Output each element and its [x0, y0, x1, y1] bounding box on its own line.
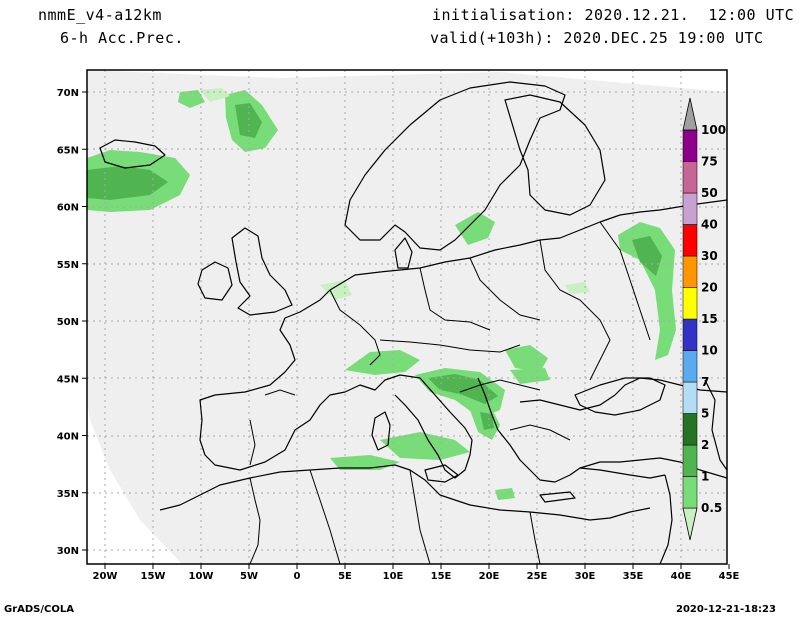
- latitude-axis: 70N 65N 60N 55N 50N 45N 40N 35N 30N: [57, 88, 87, 557]
- colorbar-segment: [682, 350, 698, 383]
- colorbar-label: 75: [701, 155, 718, 169]
- init-time: initialisation: 2020.12.21. 12:00 UTC: [432, 6, 795, 24]
- lat-tick-label: 50N: [57, 317, 79, 328]
- lon-tick-label: 0: [294, 571, 301, 582]
- colorbar-label: 40: [701, 218, 718, 232]
- lon-tick-label: 10E: [383, 571, 404, 582]
- colorbar-segment: [682, 192, 698, 225]
- lon-tick-label: 45E: [719, 571, 740, 582]
- colorbar-label: 2: [701, 438, 709, 452]
- lat-tick-label: 45N: [57, 374, 79, 385]
- lat-tick-label: 55N: [57, 260, 79, 271]
- lat-tick-label: 30N: [57, 546, 79, 557]
- model-name: nmmE_v4-a12km: [38, 6, 162, 24]
- colorbar-label: 50: [701, 186, 718, 200]
- lon-tick-label: 5E: [338, 571, 352, 582]
- model-domain: [87, 70, 727, 564]
- colorbar-segment: [682, 381, 698, 414]
- variable-name: 6-h Acc.Prec.: [60, 29, 184, 47]
- lat-tick-label: 35N: [57, 489, 79, 500]
- lon-tick-label: 20E: [479, 571, 500, 582]
- colorbar-label: 15: [701, 312, 718, 326]
- lat-tick-label: 65N: [57, 145, 79, 156]
- colorbar-segment: [682, 224, 698, 257]
- colorbar: 0.5 1 2 5 7 10 15 20 30 40 50 75 100: [682, 97, 726, 541]
- colorbar-label: 5: [701, 407, 709, 421]
- colorbar-segment: [682, 444, 698, 477]
- colorbar-label: 20: [701, 281, 718, 295]
- footer-software: GrADS/COLA: [4, 604, 74, 615]
- colorbar-segment: [682, 161, 698, 194]
- colorbar-segment: [682, 97, 698, 131]
- colorbar-segment: [682, 318, 698, 351]
- lon-tick-label: 35E: [623, 571, 644, 582]
- coastlines: [99, 81, 727, 564]
- footer-timestamp: 2020-12-21-18:23: [676, 604, 776, 615]
- valid-time: valid(+103h): 2020.DEC.25 19:00 UTC: [430, 29, 764, 47]
- colorbar-segment: [682, 287, 698, 320]
- colorbar-segment: [682, 413, 698, 446]
- plot-frame: [86, 69, 728, 565]
- lon-tick-label: 20W: [93, 571, 118, 582]
- colorbar-label: 0.5: [701, 501, 722, 515]
- lon-tick-label: 30E: [575, 571, 596, 582]
- lat-tick-label: 70N: [57, 88, 79, 99]
- lon-tick-label: 40E: [671, 571, 692, 582]
- lon-tick-label: 15W: [141, 571, 166, 582]
- longitude-axis: 20W 15W 10W 5W 0 5E 10E 15E 20E 25E 30E 35E 40E 45E: [93, 564, 740, 582]
- colorbar-label: 30: [701, 249, 718, 263]
- colorbar-segment: [682, 129, 698, 162]
- colorbar-label: 1: [701, 470, 709, 484]
- lat-tick-label: 60N: [57, 203, 79, 214]
- colorbar-label: 7: [701, 375, 709, 389]
- colorbar-segment: [682, 255, 698, 288]
- lat-tick-label: 40N: [57, 432, 79, 443]
- lon-tick-label: 10W: [189, 571, 214, 582]
- lon-tick-label: 15E: [431, 571, 452, 582]
- colorbar-label: 100: [701, 123, 726, 137]
- lon-tick-label: 25E: [527, 571, 548, 582]
- colorbar-label: 10: [701, 344, 718, 358]
- borders: [249, 221, 651, 564]
- lon-tick-label: 5W: [240, 571, 258, 582]
- colorbar-segment: [682, 476, 698, 509]
